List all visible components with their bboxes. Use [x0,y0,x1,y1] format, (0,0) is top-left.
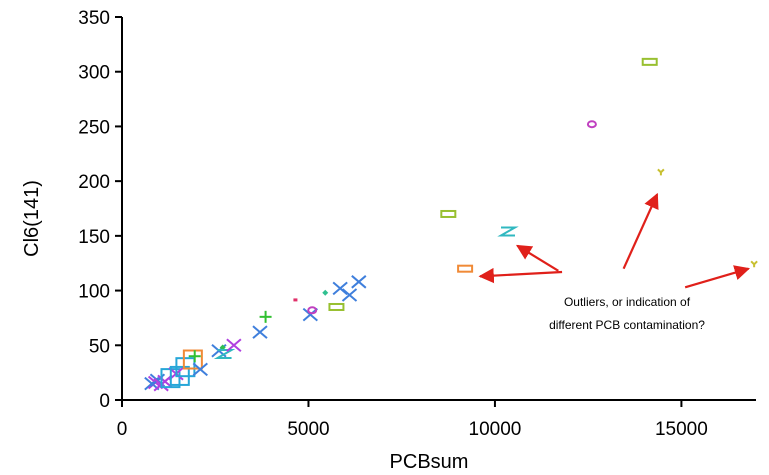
data-point [307,306,318,315]
data-point [182,349,203,370]
data-points [144,57,758,392]
data-point [641,57,658,66]
data-point [157,374,173,389]
data-point [440,209,457,218]
data-point [302,307,318,322]
y-tick-label: 250 [78,117,110,138]
annotation-arrow [516,244,559,272]
data-point [657,168,665,176]
y-tick-label: 100 [78,282,110,303]
y-tick-label: 200 [78,172,110,193]
data-point [259,310,272,323]
data-point [252,325,268,339]
data-point [328,302,345,311]
data-point [351,275,367,289]
data-point [213,349,236,360]
ticks: 0 50 100 150 200 250 300 350 0 5000 10000 15000 [78,8,708,440]
data-point [586,120,597,129]
x-axis-label: PCBsum [390,451,469,473]
data-point [188,350,201,363]
data-point [457,264,474,273]
data-point [175,357,196,378]
annotation-arrow [478,267,563,284]
annotation-arrows [478,192,751,289]
y-tick-label: 50 [89,336,110,357]
data-point [750,260,758,268]
x-tick-label: 15000 [655,419,708,440]
annotation-line-1: Outliers, or indication of [564,295,691,309]
data-point [219,344,226,351]
data-point [226,338,242,353]
data-point [293,298,298,302]
annotation-arrow [622,192,659,270]
data-point [332,281,348,296]
axes [121,17,756,401]
data-point [192,362,208,377]
y-axis-label: Cl6(141) [21,180,43,257]
x-tick-label: 10000 [469,419,522,440]
y-tick-label: 350 [78,8,110,29]
x-tick-label: 5000 [287,419,329,440]
x-tick-label: 0 [117,419,128,440]
y-tick-label: 300 [78,63,110,84]
data-point [341,288,358,302]
annotation-arrow [684,265,751,289]
data-point [497,226,519,237]
y-tick-label: 0 [99,391,110,412]
data-point [322,289,329,296]
annotation-line-2: different PCB contamination? [549,318,705,332]
y-tick-label: 150 [78,227,110,248]
